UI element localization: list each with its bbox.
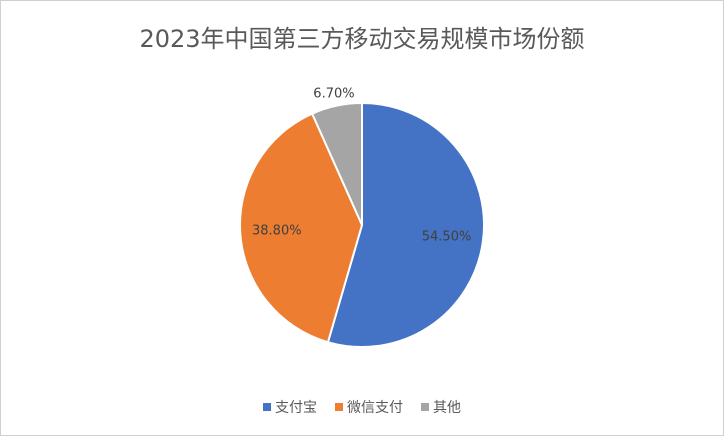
- data-label: 6.70%: [313, 86, 354, 101]
- legend-label: 微信支付: [347, 400, 403, 416]
- chart-title: 2023年中国第三方移动交易规模市场份额: [139, 25, 584, 53]
- data-label: 54.50%: [422, 230, 472, 245]
- pie-slice: [310, 101, 363, 226]
- data-label: 38.80%: [252, 223, 302, 238]
- legend-swatch: [421, 403, 429, 411]
- pie-slice: [326, 101, 485, 348]
- pie-slice: [239, 112, 364, 344]
- legend-label: 支付宝: [275, 400, 317, 416]
- legend-label: 其他: [433, 400, 461, 416]
- legend-swatch: [335, 403, 343, 411]
- legend-swatch: [263, 403, 271, 411]
- legend: 支付宝 微信支付 其他: [263, 400, 461, 416]
